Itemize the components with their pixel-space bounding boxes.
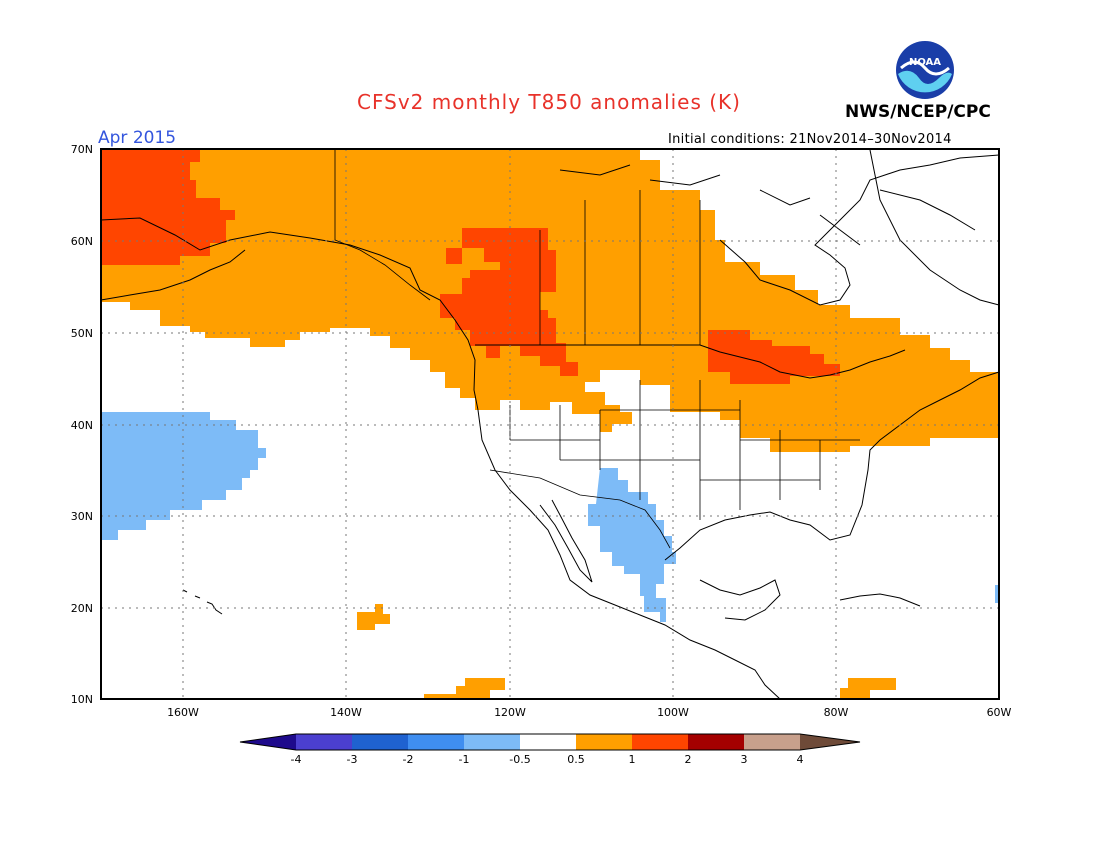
lat-label-20n: 20N: [71, 602, 93, 615]
alaska-peninsula: [100, 249, 246, 301]
yucatan: [699, 579, 781, 621]
colorbar-segment-6: [576, 734, 632, 750]
lon-label-100w: 100W: [657, 706, 689, 719]
colorbar-segment-8: [688, 734, 744, 750]
colorbar: -4 -3 -2 -1 -0.5 0.5 1 2 3 4: [239, 733, 861, 766]
warm-region-pacific-small: [357, 612, 375, 630]
strong-warm-canada-west: [440, 228, 578, 376]
canada-provinces: [539, 190, 701, 345]
lat-label-10n: 10N: [71, 693, 93, 706]
strong-warm-great-lakes: [708, 330, 840, 384]
lon-label-80w: 80W: [824, 706, 849, 719]
month-label: Apr 2015: [98, 128, 177, 148]
colorbar-label-5: 0.5: [567, 753, 585, 766]
colorbar-label-2: -2: [403, 753, 414, 766]
cuba: [839, 593, 921, 607]
strong-warm-anomaly-regions: [101, 149, 840, 384]
map-grid: [101, 149, 999, 699]
greenland-coast: [869, 149, 1000, 306]
logo-text: NOAA: [909, 57, 941, 68]
colorbar-label-6: 1: [629, 753, 636, 766]
arctic-islands: [559, 164, 976, 246]
lon-label-140w: 140W: [330, 706, 362, 719]
colorbar-label-7: 2: [685, 753, 692, 766]
mexico-border: [489, 469, 671, 549]
lat-label-40n: 40N: [71, 419, 93, 432]
lat-label-60n: 60N: [71, 235, 93, 248]
colorbar-label-4: -0.5: [509, 753, 530, 766]
lat-label-70n: 70N: [71, 143, 93, 156]
lon-label-60w: 60W: [987, 706, 1012, 719]
noaa-logo-icon: NOAA: [895, 40, 955, 100]
cool-region-pacific: [101, 412, 266, 540]
colorbar-segment-7: [632, 734, 688, 750]
warm-region-pacific-small-b: [375, 604, 383, 614]
colorbar-label-1: -3: [347, 753, 358, 766]
colorbar-segment-3: [408, 734, 464, 750]
lon-label-120w: 120W: [494, 706, 526, 719]
colorbar-label-8: 3: [741, 753, 748, 766]
colorbar-segment-5: [520, 734, 576, 750]
initial-conditions-label: Initial conditions: 21Nov2014–30Nov2014: [668, 132, 952, 147]
lat-label-30n: 30N: [71, 510, 93, 523]
cool-anomaly-regions: [101, 412, 999, 622]
map-frame: [100, 148, 1000, 700]
lon-label-160w: 160W: [167, 706, 199, 719]
colorbar-segment-max: [800, 734, 860, 750]
warm-region-pacific-small-c: [375, 614, 390, 624]
cool-region-mexico: [588, 468, 676, 622]
colorbar-segment-9: [744, 734, 800, 750]
cool-region-atlantic: [995, 585, 999, 603]
colorbar-segment-1: [296, 734, 352, 750]
longitude-labels: 160W 140W 120W 100W 80W 60W: [167, 706, 1011, 719]
agency-label: NWS/NCEP/CPC: [845, 102, 991, 122]
political-borders: [334, 149, 860, 549]
colorbar-segment-min: [240, 734, 296, 750]
gulf-coast: [664, 371, 1000, 561]
hudson-bay: [719, 154, 1000, 306]
strong-warm-canada-west-b: [446, 248, 462, 264]
colorbar-segment-2: [352, 734, 408, 750]
warm-region-caribbean: [840, 678, 896, 699]
latitude-labels: 10N 20N 30N 40N 50N 60N 70N: [71, 143, 93, 706]
colorbar-segment-4: [464, 734, 520, 750]
gulf-of-california: [539, 499, 593, 583]
colorbar-label-0: -4: [291, 753, 302, 766]
hawaii: [182, 589, 223, 615]
map-panel: [100, 148, 1000, 700]
warm-region-south-pacific: [424, 678, 505, 699]
alaska-canada-border: [334, 149, 431, 301]
strong-warm-alaska: [101, 149, 235, 265]
colorbar-label-3: -1: [459, 753, 470, 766]
lat-label-50n: 50N: [71, 327, 93, 340]
chart-title: CFSv2 monthly T850 anomalies (K): [357, 90, 741, 114]
colorbar-outline: [239, 733, 861, 751]
colorbar-label-9: 4: [797, 753, 804, 766]
